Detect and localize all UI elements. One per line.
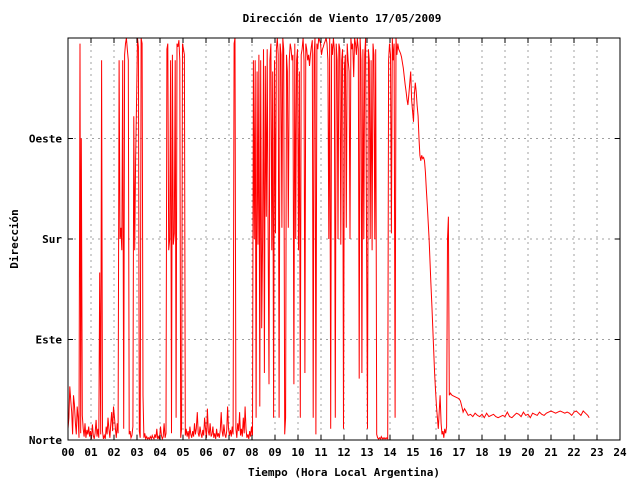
ticks xyxy=(67,38,621,441)
x-tick-label: 08 xyxy=(245,446,258,459)
x-tick-label: 03 xyxy=(130,446,143,459)
x-tick-labels: 00 01 02 03 04 05 06 07 08 09 10 11 12 13 14 15 16 17 18 19… xyxy=(61,446,627,459)
y-tick-label: Sur xyxy=(42,233,62,246)
x-tick-label: 16 xyxy=(429,446,443,459)
x-tick-label: 10 xyxy=(291,446,304,459)
x-tick-label: 02 xyxy=(107,446,120,459)
x-tick-label: 19 xyxy=(498,446,511,459)
x-tick-label: 17 xyxy=(452,446,465,459)
x-tick-label: 18 xyxy=(475,446,488,459)
y-axis-label: Dirección xyxy=(8,209,21,269)
x-tick-label: 15 xyxy=(406,446,419,459)
y-tick-label: Este xyxy=(36,334,63,347)
x-axis-label: Tiempo (Hora Local Argentina) xyxy=(248,466,440,479)
x-tick-label: 11 xyxy=(314,446,328,459)
x-tick-label: 21 xyxy=(544,446,558,459)
chart-title: Dirección de Viento 17/05/2009 xyxy=(243,12,442,25)
x-tick-label: 09 xyxy=(268,446,281,459)
x-tick-label: 06 xyxy=(199,446,213,459)
x-tick-label: 13 xyxy=(360,446,373,459)
x-tick-label: 00 xyxy=(61,446,74,459)
x-tick-label: 01 xyxy=(84,446,98,459)
x-tick-label: 20 xyxy=(521,446,534,459)
y-tick-labels: Norte Este Sur Oeste xyxy=(29,133,62,448)
y-tick-label: Norte xyxy=(29,434,62,447)
x-tick-label: 04 xyxy=(153,446,167,459)
x-tick-label: 12 xyxy=(337,446,350,459)
x-tick-label: 14 xyxy=(383,446,397,459)
x-tick-label: 24 xyxy=(613,446,627,459)
x-tick-label: 07 xyxy=(222,446,235,459)
x-tick-label: 22 xyxy=(567,446,580,459)
y-tick-label: Oeste xyxy=(29,133,62,146)
x-tick-label: 05 xyxy=(176,446,189,459)
x-tick-label: 23 xyxy=(590,446,603,459)
